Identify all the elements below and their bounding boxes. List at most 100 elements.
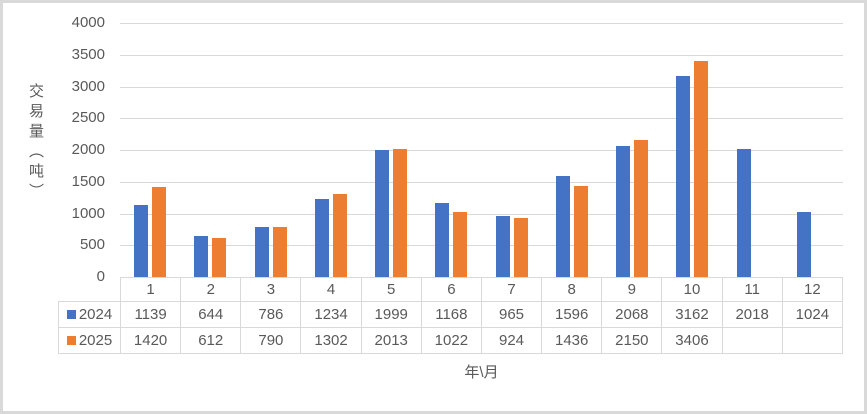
legend-marker-icon [66, 310, 76, 319]
value-cell-2024: 786 [240, 301, 302, 328]
data-table-body: 1 2 3 4 5 6 7 8 9 10 11 12 2024 1139 644 786 1234 1999 116… [58, 277, 844, 354]
bar-2024-month-7 [495, 215, 510, 277]
gridline [120, 86, 843, 88]
y-tick-label: 500 [79, 236, 105, 254]
month-header-cell: 10 [661, 277, 723, 302]
month-header-cell: 2 [180, 277, 242, 302]
bar-2025-month-2 [212, 238, 227, 277]
plot-bars [120, 23, 843, 277]
value-cell-2025 [781, 327, 844, 354]
value-cell-2024: 1168 [420, 301, 482, 328]
table-corner-cell [59, 278, 121, 302]
bar-2025-month-10 [694, 60, 709, 277]
value-cell-2025: 2013 [360, 327, 422, 354]
data-table: 1 2 3 4 5 6 7 8 9 10 11 12 2024 1139 644 786 1234 1999 116… [58, 277, 844, 354]
value-cell-2025: 924 [480, 327, 543, 354]
value-cell-2025: 1022 [420, 327, 482, 354]
value-cell-2025: 790 [240, 327, 302, 354]
month-header-cell: 1 [119, 277, 182, 302]
value-cell-2024: 1139 [119, 301, 182, 328]
month-header-cell: 9 [601, 277, 663, 302]
value-cell-2025: 1436 [541, 327, 603, 354]
bar-2025-month-8 [573, 185, 588, 277]
value-cell-2024: 644 [180, 301, 242, 328]
legend-marker-icon [66, 336, 76, 345]
y-tick-label: 3000 [71, 77, 105, 95]
bar-2025-month-7 [513, 218, 528, 277]
bar-2024-month-3 [254, 227, 269, 277]
bar-2024-month-5 [375, 150, 390, 277]
gridline [120, 118, 843, 120]
value-cell-2024: 1999 [360, 301, 422, 328]
legend-cell-2024: 2024 [58, 301, 121, 328]
y-axis-ticks: 4000 3500 3000 2500 2000 1500 1000 500 0 [3, 3, 105, 411]
value-cell-2024: 1234 [300, 301, 362, 328]
bar-2024-month-12 [796, 211, 811, 277]
bar-2024-month-6 [435, 202, 450, 277]
value-cell-2024: 965 [480, 301, 543, 328]
month-header-cell: 12 [781, 277, 844, 302]
y-tick-label: 1500 [71, 172, 105, 190]
value-cell-2024: 1596 [541, 301, 603, 328]
bar-group-month-12 [783, 23, 843, 277]
month-header-cell: 8 [541, 277, 603, 302]
bar-2024-month-2 [194, 236, 209, 277]
value-cell-2025: 3406 [661, 327, 723, 354]
month-header-cell: 6 [420, 277, 482, 302]
bar-2024-month-4 [314, 198, 329, 277]
bar-2024-month-11 [736, 148, 751, 277]
bar-group-month-6 [421, 23, 481, 277]
gridline [120, 150, 843, 151]
value-cell-2025: 1420 [119, 327, 182, 354]
legend-series-name: 2024 [78, 306, 113, 323]
gridline [120, 23, 843, 24]
y-tick-label: 2000 [71, 141, 105, 158]
bar-group-month-7 [482, 23, 542, 277]
value-cell-2025 [721, 327, 783, 354]
y-tick-label: 2500 [71, 109, 105, 127]
bar-2025-month-9 [634, 140, 649, 277]
y-tick-label: 3500 [71, 45, 105, 63]
month-header-cell: 7 [480, 277, 543, 302]
value-cell-2024: 1024 [781, 301, 844, 328]
value-cell-2024: 2018 [721, 301, 783, 328]
x-axis-title: 年\月 [464, 364, 499, 381]
bar-2024-month-9 [616, 145, 631, 277]
bar-2025-month-1 [152, 186, 167, 277]
bar-2024-month-8 [555, 175, 570, 277]
bar-group-month-11 [723, 23, 783, 277]
plot-area [120, 23, 843, 277]
bar-2025-month-3 [272, 226, 287, 277]
gridline [120, 181, 843, 183]
gridline [120, 213, 843, 215]
legend-series-name: 2025 [78, 332, 113, 349]
bar-group-month-8 [542, 23, 602, 277]
bar-2024-month-10 [676, 76, 691, 277]
bar-group-month-1 [120, 23, 180, 277]
bar-group-month-2 [180, 23, 240, 277]
gridline [120, 54, 843, 56]
y-tick-label: 0 [96, 268, 105, 285]
y-tick-label: 4000 [71, 14, 105, 31]
table-row-2024: 2024 1139 644 786 1234 1999 1168 965 1596 2068 316… [58, 301, 844, 328]
value-cell-2025: 612 [180, 327, 242, 354]
table-header-row: 1 2 3 4 5 6 7 8 9 10 11 12 [59, 277, 844, 302]
value-cell-2025: 1302 [300, 327, 362, 354]
bar-group-month-3 [241, 23, 301, 277]
table-row-2025: 2025 1420 612 790 1302 2013 1022 924 1436 2150 340… [58, 327, 844, 354]
bar-2025-month-6 [453, 212, 468, 277]
bar-2025-month-5 [393, 149, 408, 277]
bar-2024-month-1 [134, 204, 149, 277]
month-header-cell: 11 [721, 277, 783, 302]
bar-group-month-10 [662, 23, 722, 277]
y-tick-label: 1000 [71, 204, 105, 222]
month-header-cell: 5 [360, 277, 422, 302]
value-cell-2024: 3162 [661, 301, 723, 328]
gridline [120, 245, 843, 247]
value-cell-2025: 2150 [601, 327, 663, 354]
month-header-cell: 3 [240, 277, 302, 302]
y-axis-title: 交易量（吨） [27, 83, 44, 203]
bar-group-month-5 [361, 23, 421, 277]
bar-2025-month-4 [332, 194, 347, 277]
